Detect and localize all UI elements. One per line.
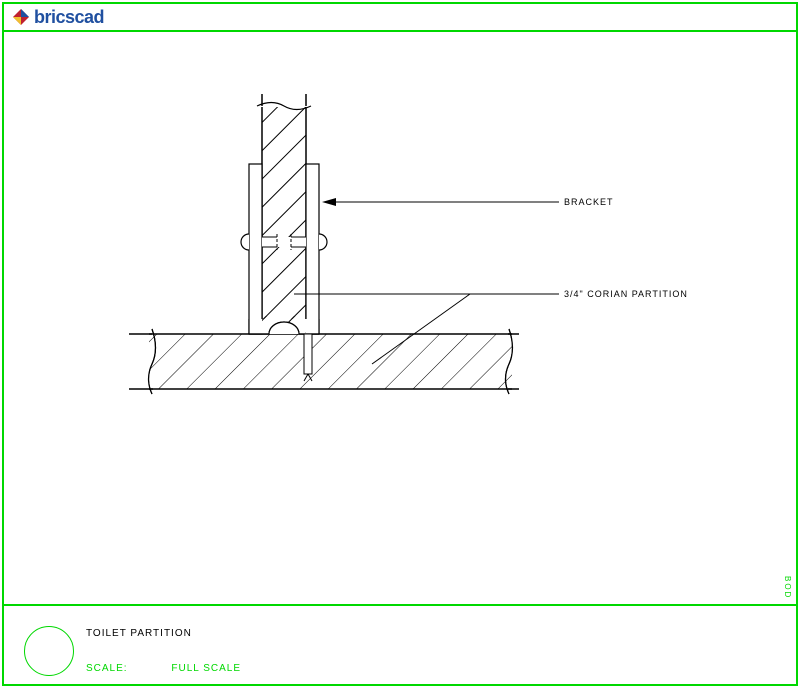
header: bricscad xyxy=(4,4,796,32)
horizontal-wall xyxy=(124,329,524,394)
frame: bricscad xyxy=(2,2,798,686)
scale-row: SCALE: FULL SCALE xyxy=(86,663,241,674)
title-block: TOILET PARTITION SCALE: FULL SCALE xyxy=(4,604,796,684)
drawing-title: TOILET PARTITION xyxy=(86,628,192,639)
label-bracket-text: BRACKET xyxy=(564,197,614,207)
cad-drawing: BRACKET 3/4" CORIAN PARTITION xyxy=(4,34,800,604)
scale-value: FULL SCALE xyxy=(171,663,241,674)
leader-bracket: BRACKET xyxy=(322,197,614,207)
vertical-panel xyxy=(257,89,311,334)
scale-label: SCALE: xyxy=(86,663,128,674)
app-name: bricscad xyxy=(34,7,104,28)
side-marker: BOD xyxy=(783,576,792,599)
title-circle xyxy=(24,626,74,676)
drawing-area: BRACKET 3/4" CORIAN PARTITION xyxy=(4,34,796,604)
wall-screw xyxy=(304,334,312,381)
label-partition-text: 3/4" CORIAN PARTITION xyxy=(564,289,688,299)
logo-icon xyxy=(12,8,30,26)
